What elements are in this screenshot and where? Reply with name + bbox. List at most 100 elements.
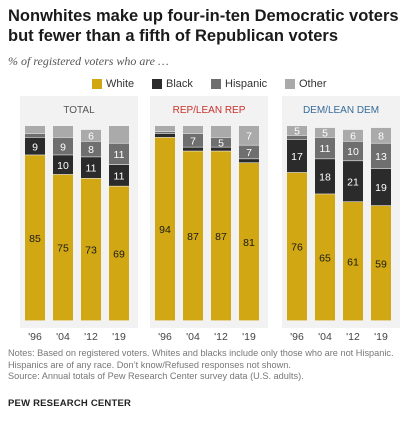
data-label-dem-lean-dem-other-0: 5	[294, 126, 300, 138]
source-text: Source: Annual totals of Pew Research Ce…	[8, 371, 304, 381]
legend-item-white: White	[92, 78, 134, 90]
bar-total-other-0	[25, 126, 45, 134]
bar-dem-lean-dem-black-2	[343, 161, 363, 202]
tick-label-rep-lean-rep-0: '96	[158, 331, 172, 343]
data-label-dem-lean-dem-hispanic-1: 11	[320, 143, 331, 155]
data-label-total-black-3: 11	[114, 171, 125, 183]
bar-total-hispanic-2	[81, 141, 101, 157]
bar-total-black-1	[53, 155, 73, 175]
chart-subtitle: % of registered voters who are …	[8, 54, 169, 68]
tick-label-total-3: '19	[112, 331, 126, 343]
data-label-total-hispanic-1: 9	[60, 141, 66, 153]
legend-label-other: Other	[299, 78, 327, 90]
data-label-dem-lean-dem-black-2: 21	[347, 176, 359, 188]
data-label-total-black-2: 11	[86, 163, 97, 175]
bar-total-white-2	[81, 178, 101, 321]
bar-dem-lean-dem-white-0	[287, 172, 307, 321]
data-label-dem-lean-dem-black-0: 17	[291, 151, 303, 163]
legend-swatch-black	[152, 79, 162, 89]
bar-total-black-3	[109, 165, 129, 186]
bar-rep-lean-rep-hispanic-3	[239, 145, 259, 159]
data-label-dem-lean-dem-black-1: 18	[319, 172, 331, 184]
bar-rep-lean-rep-white-0	[155, 137, 175, 321]
data-label-total-black-1: 10	[57, 160, 69, 172]
bar-rep-lean-rep-black-0	[155, 133, 175, 138]
stacked-bar-chart: TOTAL859'9675109'04731186'12691111'19REP…	[20, 96, 400, 343]
panel-title-rep-lean-rep: REP/LEAN REP	[173, 105, 246, 116]
data-label-total-white-3: 69	[113, 249, 125, 261]
tick-label-dem-lean-dem-3: '19	[374, 331, 388, 343]
bar-rep-lean-rep-white-3	[239, 163, 259, 321]
bar-dem-lean-dem-other-1	[315, 127, 335, 138]
chart-title: Nonwhites make up four-in-ten Democratic…	[8, 7, 399, 45]
bar-rep-lean-rep-other-1	[183, 126, 203, 134]
bar-total-hispanic-0	[25, 133, 45, 138]
bar-total-other-3	[109, 126, 129, 143]
data-label-dem-lean-dem-other-2: 6	[350, 131, 356, 143]
data-label-dem-lean-dem-white-0: 76	[291, 242, 303, 254]
bar-rep-lean-rep-hispanic-2	[211, 137, 231, 147]
bar-dem-lean-dem-other-0	[287, 126, 307, 136]
bar-dem-lean-dem-hispanic-0	[287, 135, 307, 140]
panel-title-dem-lean-dem: DEM/LEAN DEM	[303, 105, 379, 116]
data-label-total-hispanic-2: 8	[88, 144, 94, 156]
bar-dem-lean-dem-hispanic-3	[371, 143, 391, 169]
legend-label-black: Black	[166, 78, 193, 90]
bar-dem-lean-dem-black-3	[371, 168, 391, 206]
data-label-rep-lean-rep-white-0: 94	[159, 224, 171, 236]
data-label-total-hispanic-3: 11	[114, 149, 125, 161]
chart-notes: Notes: Based on registered voters. White…	[8, 348, 413, 383]
tick-label-dem-lean-dem-0: '96	[290, 331, 304, 343]
bar-rep-lean-rep-black-3	[239, 159, 259, 163]
bar-total-other-1	[53, 126, 73, 138]
bar-dem-lean-dem-black-0	[287, 139, 307, 173]
bar-rep-lean-rep-white-2	[211, 151, 231, 321]
bar-total-hispanic-1	[53, 137, 73, 155]
legend-swatch-other	[285, 79, 295, 89]
legend: White Black Hispanic Other	[0, 78, 420, 96]
notes-text: Notes: Based on registered voters. White…	[8, 348, 394, 370]
legend-item-hispanic: Hispanic	[211, 78, 267, 90]
bar-total-black-2	[81, 157, 101, 179]
data-label-dem-lean-dem-white-2: 61	[347, 256, 359, 268]
bar-dem-lean-dem-white-3	[371, 205, 391, 321]
data-label-rep-lean-rep-white-3: 81	[243, 237, 255, 249]
data-label-dem-lean-dem-other-1: 5	[322, 128, 328, 140]
bar-rep-lean-rep-hispanic-0	[155, 131, 175, 134]
bar-dem-lean-dem-white-1	[315, 194, 335, 321]
data-label-dem-lean-dem-white-3: 59	[375, 258, 387, 270]
data-label-dem-lean-dem-hispanic-2: 10	[347, 146, 359, 158]
legend-swatch-hispanic	[211, 79, 221, 89]
bar-rep-lean-rep-other-0	[155, 126, 175, 132]
data-label-total-white-0: 85	[29, 233, 41, 245]
data-label-total-other-2: 6	[88, 131, 94, 143]
tick-label-total-1: '04	[56, 331, 70, 343]
bar-total-black-0	[25, 137, 45, 155]
bar-dem-lean-dem-other-2	[343, 129, 363, 141]
data-label-total-white-1: 75	[57, 243, 69, 255]
data-label-dem-lean-dem-other-3: 8	[378, 131, 384, 143]
bar-total-white-1	[53, 174, 73, 321]
bar-dem-lean-dem-hispanic-1	[315, 137, 335, 159]
legend-item-black: Black	[152, 78, 193, 90]
legend-swatch-white	[92, 79, 102, 89]
bar-total-hispanic-3	[109, 143, 129, 165]
legend-label-white: White	[106, 78, 135, 90]
tick-label-dem-lean-dem-1: '04	[318, 331, 332, 343]
tick-label-rep-lean-rep-2: '12	[214, 331, 228, 343]
legend-item-other: Other	[285, 78, 327, 90]
bar-rep-lean-rep-black-2	[211, 147, 231, 151]
bar-rep-lean-rep-other-3	[239, 126, 259, 145]
data-label-dem-lean-dem-black-3: 19	[375, 182, 387, 194]
bar-rep-lean-rep-hispanic-1	[183, 133, 203, 147]
data-label-dem-lean-dem-hispanic-3: 13	[375, 151, 387, 163]
bar-dem-lean-dem-white-2	[343, 202, 363, 321]
legend-label-hispanic: Hispanic	[225, 78, 268, 90]
bar-rep-lean-rep-black-1	[183, 147, 203, 151]
data-label-rep-lean-rep-white-1: 87	[187, 231, 199, 243]
tick-label-total-0: '96	[28, 331, 42, 343]
bar-total-white-0	[25, 155, 45, 321]
data-label-total-white-2: 73	[85, 245, 97, 257]
bar-rep-lean-rep-other-2	[211, 126, 231, 138]
data-label-rep-lean-rep-hispanic-1: 7	[190, 135, 196, 147]
